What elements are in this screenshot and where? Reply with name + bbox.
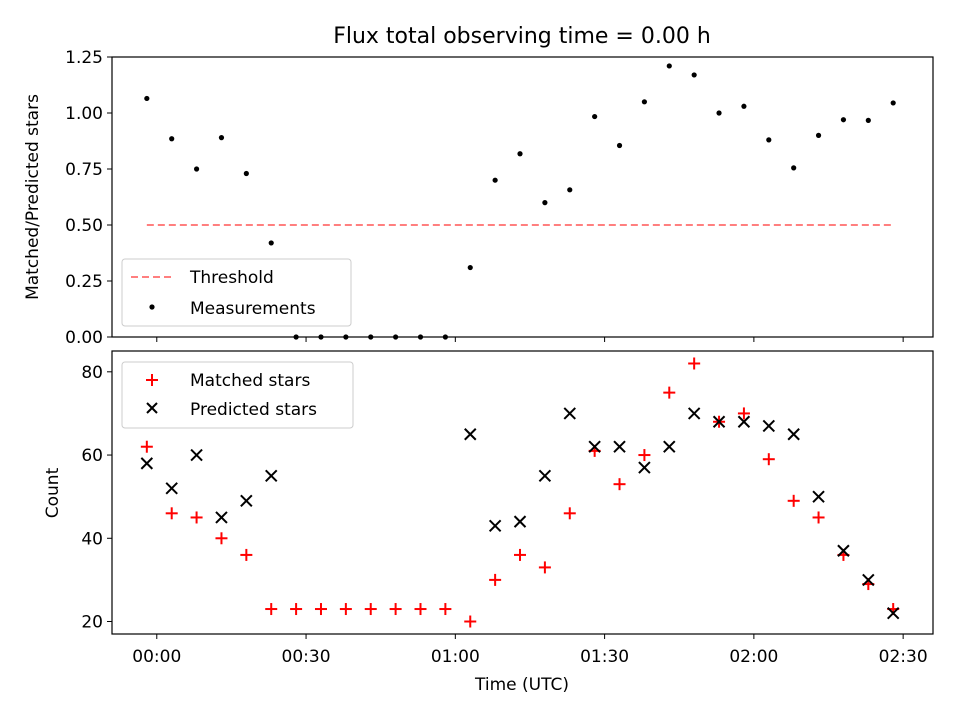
top-y-tick-label: 0.25: [65, 272, 103, 292]
matched-star-point: [414, 603, 426, 615]
measurement-point: [891, 100, 896, 105]
matched-star-point: [390, 603, 402, 615]
measurement-point: [592, 114, 597, 119]
matched-star-point: [166, 507, 178, 519]
matched-star-point: [514, 549, 526, 561]
bottom-y-tick-label: 60: [81, 446, 103, 466]
legend-predicted-label: Predicted stars: [190, 400, 317, 420]
bottom-y-tick-label: 20: [81, 613, 103, 633]
predicted-star-point: [664, 441, 675, 452]
matched-star-point: [788, 495, 800, 507]
measurement-point: [169, 136, 174, 141]
matched-star-point: [464, 616, 476, 628]
matched-star-point: [439, 603, 451, 615]
measurement-point: [866, 118, 871, 123]
x-tick-label: 00:30: [282, 647, 331, 667]
bottom-y-tick-label: 40: [81, 529, 103, 549]
predicted-star-point: [539, 470, 550, 481]
measurement-point: [244, 171, 249, 176]
x-axis-label: Time (UTC): [474, 675, 569, 695]
bottom-legend: Matched stars Predicted stars: [122, 362, 353, 428]
matched-star-point: [340, 603, 352, 615]
measurement-point: [741, 104, 746, 109]
predicted-star-point: [515, 516, 526, 527]
measurement-point: [791, 165, 796, 170]
top-y-tick-label: 1.25: [65, 48, 103, 68]
predicted-star-point: [166, 483, 177, 494]
top-y-tick-label: 1.00: [65, 104, 103, 124]
top-y-tick-label: 0.75: [65, 160, 103, 180]
predicted-star-point: [241, 495, 252, 506]
top-y-tick-label: 0.00: [65, 328, 103, 348]
matched-star-point: [290, 603, 302, 615]
measurement-point: [642, 99, 647, 104]
predicted-star-point: [490, 520, 501, 531]
chart-figure: Flux total observing time = 0.00 h 0.00 0…: [0, 0, 960, 720]
matched-star-point: [763, 453, 775, 465]
legend-measurements-swatch: [149, 304, 154, 309]
predicted-star-point: [813, 491, 824, 502]
measurement-point: [517, 151, 522, 156]
matched-star-point: [813, 511, 825, 523]
measurement-point: [816, 133, 821, 138]
measurement-point: [194, 166, 199, 171]
predicted-star-point: [639, 462, 650, 473]
predicted-star-point: [788, 429, 799, 440]
predicted-star-point: [191, 450, 202, 461]
matched-star-point: [141, 441, 153, 453]
x-tick-label: 02:30: [879, 647, 928, 667]
legend-matched-label: Matched stars: [190, 371, 310, 391]
measurement-point: [667, 63, 672, 68]
measurement-point: [219, 135, 224, 140]
x-tick-label: 02:00: [729, 647, 778, 667]
legend-measurements-label: Measurements: [190, 299, 316, 319]
x-tick-label: 01:00: [431, 647, 480, 667]
predicted-star-point: [141, 458, 152, 469]
matched-star-point: [315, 603, 327, 615]
legend-threshold-label: Threshold: [189, 268, 274, 288]
bottom-y-axis-label: Count: [43, 467, 63, 518]
measurement-point: [269, 240, 274, 245]
matched-star-point: [539, 561, 551, 573]
matched-star-point: [215, 532, 227, 544]
predicted-star-point: [465, 429, 476, 440]
top-title: Flux total observing time = 0.00 h: [333, 24, 711, 49]
matched-star-point: [240, 549, 252, 561]
predicted-star-point: [763, 420, 774, 431]
matched-star-point: [614, 478, 626, 490]
predicted-star-point: [689, 408, 700, 419]
predicted-star-point: [564, 408, 575, 419]
predicted-star-point: [266, 470, 277, 481]
predicted-star-point: [614, 441, 625, 452]
measurement-point: [468, 265, 473, 270]
measurement-point: [841, 117, 846, 122]
matched-star-point: [365, 603, 377, 615]
measurement-point: [716, 110, 721, 115]
matched-star-point: [688, 357, 700, 369]
matched-star-point: [489, 574, 501, 586]
matched-star-point: [663, 387, 675, 399]
measurement-point: [542, 200, 547, 205]
measurement-point: [567, 187, 572, 192]
matched-star-point: [265, 603, 277, 615]
predicted-star-point: [216, 512, 227, 523]
bottom-y-tick-label: 80: [81, 363, 103, 383]
x-tick-label: 01:30: [580, 647, 629, 667]
measurement-point: [493, 178, 498, 183]
matched-star-point: [638, 449, 650, 461]
x-tick-label: 00:00: [132, 647, 181, 667]
measurement-point: [766, 137, 771, 142]
matched-star-point: [191, 511, 203, 523]
top-y-tick-label: 0.50: [65, 216, 103, 236]
measurement-point: [144, 96, 149, 101]
matched-star-point: [564, 507, 576, 519]
measurement-point: [692, 72, 697, 77]
top-legend: Threshold Measurements: [122, 259, 351, 326]
measurement-point: [617, 143, 622, 148]
top-y-axis-label: Matched/Predicted stars: [23, 94, 43, 300]
